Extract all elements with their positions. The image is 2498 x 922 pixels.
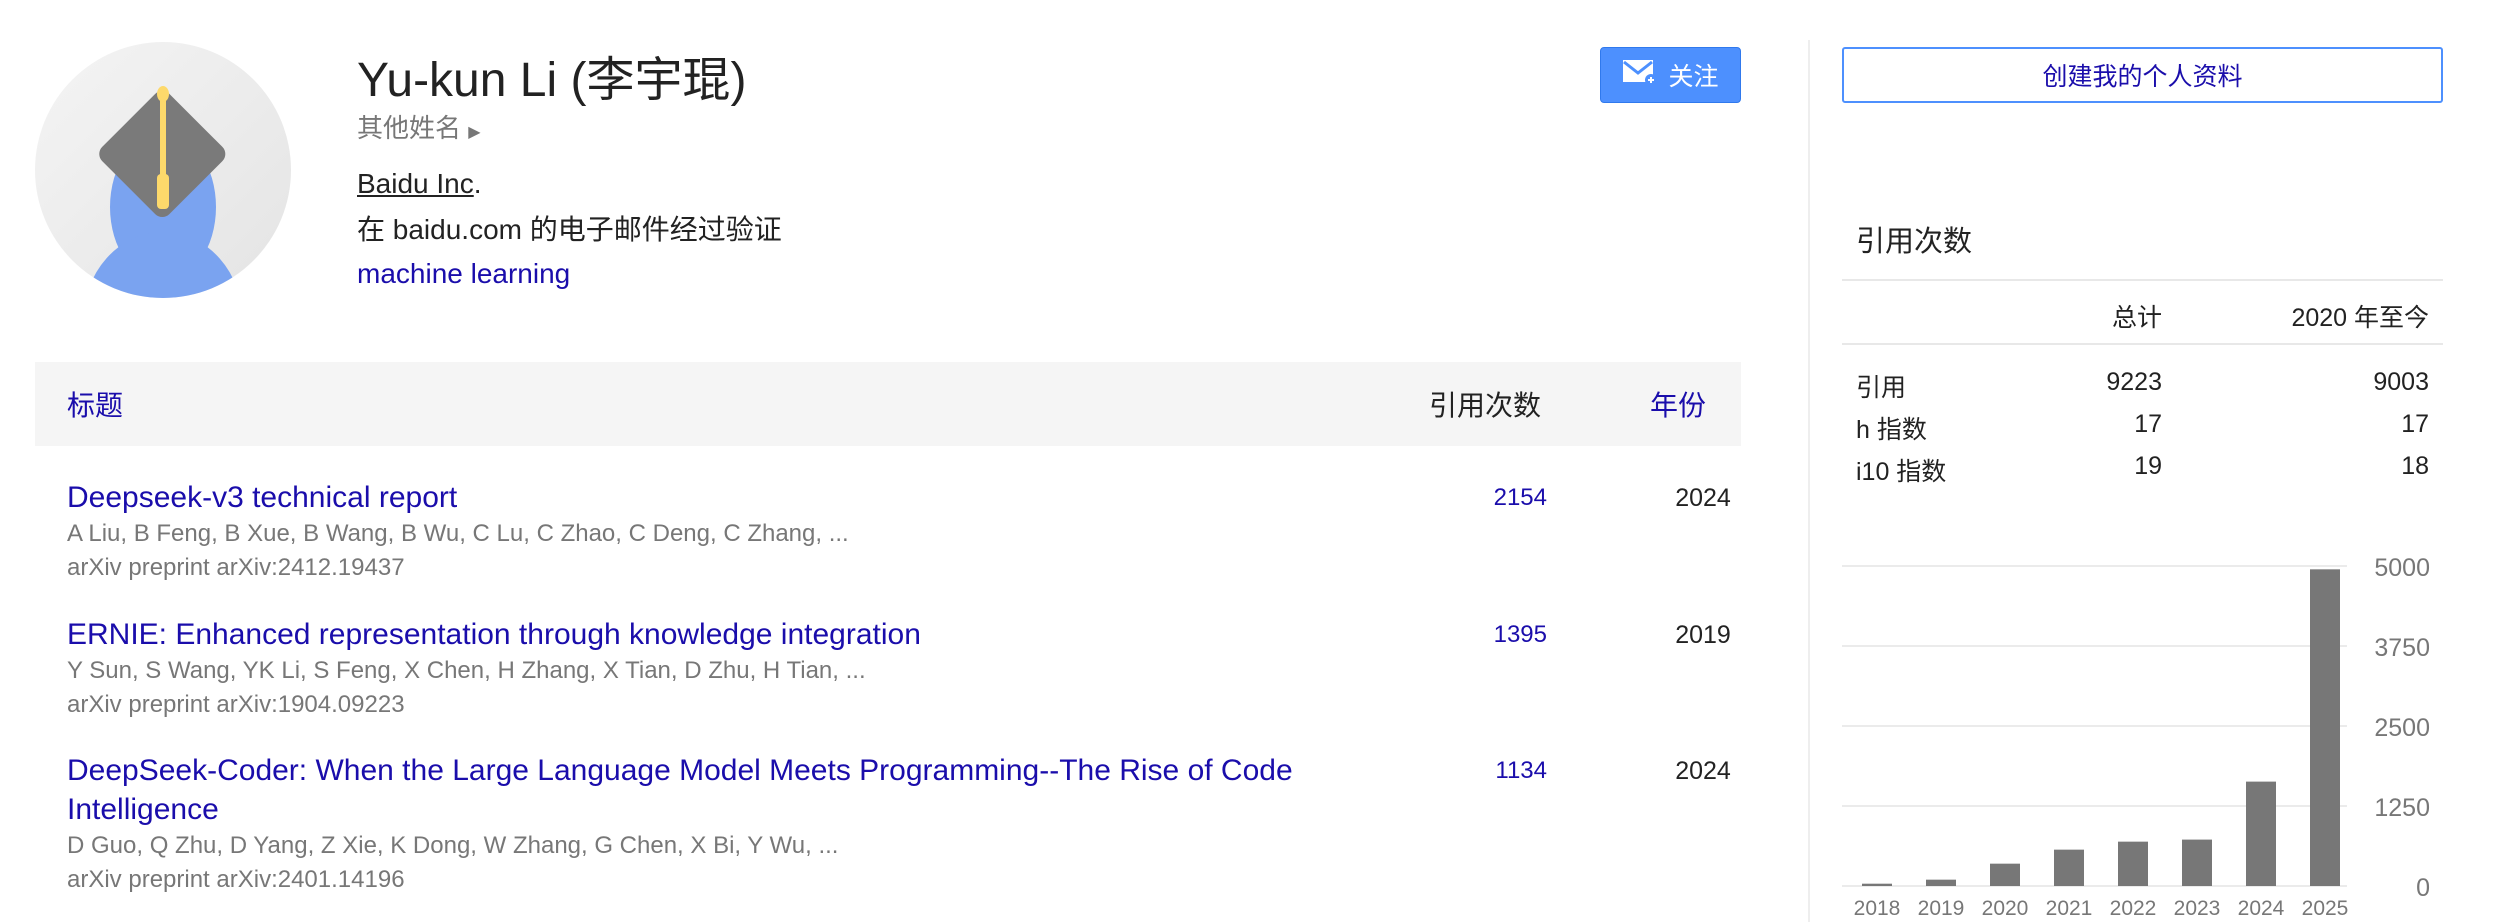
stat-total: 17 — [2134, 410, 2162, 438]
table-header: 标题 引用次数 年份 — [35, 362, 1741, 446]
paper-title-link[interactable]: ERNIE: Enhanced representation through k… — [67, 618, 921, 651]
x-tick-label: 2019 — [1918, 897, 1965, 920]
paper-authors: D Guo, Q Zhu, D Yang, Z Xie, K Dong, W Z… — [67, 832, 839, 859]
table-row: DeepSeek-Coder: When the Large Language … — [67, 751, 1747, 897]
citation-count-link[interactable]: 1134 — [1495, 757, 1547, 784]
x-tick-label: 2022 — [2110, 897, 2157, 920]
affiliation: Baidu Inc. — [357, 168, 482, 200]
sort-by-title[interactable]: 标题 — [67, 390, 124, 421]
create-profile-button[interactable]: 创建我的个人资料 — [1842, 47, 2443, 103]
follow-button[interactable]: 关注 — [1600, 47, 1741, 103]
caret-right-icon: ▶ — [468, 124, 481, 141]
citation-count-link[interactable]: 2154 — [1493, 484, 1547, 511]
stat-label: 引用 — [1856, 374, 1907, 402]
bar-2021 — [2054, 849, 2084, 886]
x-tick-label: 2024 — [2238, 897, 2285, 920]
y-tick-label: 3750 — [2374, 634, 2430, 662]
x-tick-label: 2018 — [1854, 897, 1901, 920]
other-names-toggle[interactable]: 其他姓名 ▶ — [357, 108, 481, 145]
affiliation-link[interactable]: Baidu Inc — [357, 168, 474, 199]
x-tick-label: 2021 — [2046, 897, 2093, 920]
column-divider — [1808, 40, 1810, 922]
paper-authors: A Liu, B Feng, B Xue, B Wang, B Wu, C Lu… — [67, 520, 849, 547]
citation-count-link[interactable]: 1395 — [1493, 621, 1547, 648]
interest-link[interactable]: machine learning — [357, 258, 571, 289]
divider — [1842, 343, 2443, 345]
divider — [1842, 279, 2443, 281]
table-row: ERNIE: Enhanced representation through k… — [67, 615, 1747, 722]
avatar — [35, 42, 291, 298]
affiliation-suffix: . — [473, 168, 482, 199]
stat-total: 19 — [2134, 452, 2162, 480]
y-tick-label: 1250 — [2374, 794, 2430, 822]
bar-2022 — [2118, 841, 2148, 886]
col-since-header: 2020 年至今 — [2291, 304, 2429, 332]
bar-2024 — [2246, 781, 2276, 886]
x-tick-label: 2025 — [2302, 897, 2349, 920]
table-row: Deepseek-v3 technical report A Liu, B Fe… — [67, 478, 1747, 585]
stat-label: h 指数 — [1856, 416, 1927, 444]
paper-title-link[interactable]: DeepSeek-Coder: When the Large Language … — [67, 754, 1293, 826]
other-names-label: 其他姓名 — [357, 113, 462, 143]
stat-total: 9223 — [2106, 368, 2162, 396]
paper-title-link[interactable]: Deepseek-v3 technical report — [67, 481, 458, 514]
paper-venue: arXiv preprint arXiv:1904.09223 — [67, 691, 405, 718]
col-total-header: 总计 — [2111, 304, 2162, 332]
x-tick-label: 2020 — [1982, 897, 2029, 920]
paper-venue: arXiv preprint arXiv:2412.19437 — [67, 554, 405, 581]
sort-by-year[interactable]: 年份 — [1650, 390, 1707, 421]
paper-authors: Y Sun, S Wang, YK Li, S Feng, X Chen, H … — [67, 657, 866, 684]
scholar-avatar-icon — [85, 86, 241, 298]
paper-venue: arXiv preprint arXiv:2401.14196 — [67, 866, 405, 893]
bar-2019 — [1926, 879, 1956, 886]
stats-title: 引用次数 — [1856, 226, 1973, 258]
stat-label: i10 指数 — [1856, 458, 1947, 486]
bar-2020 — [1990, 863, 2020, 886]
cited-by-header[interactable]: 引用次数 — [1429, 390, 1542, 421]
bar-2023 — [2182, 839, 2212, 886]
paper-year: 2019 — [1675, 621, 1731, 649]
y-tick-label: 0 — [2416, 874, 2430, 902]
follow-label: 关注 — [1668, 63, 1719, 91]
stat-since: 17 — [2401, 410, 2429, 438]
bar-2018 — [1862, 883, 1892, 886]
mail-icon — [1622, 58, 1658, 93]
bar-2025 — [2310, 569, 2340, 886]
citations-bar-chart: 0 1250 2500 3750 5000 2018 2019 2020 2021 2022 202… — [1842, 554, 2430, 920]
stat-since: 9003 — [2373, 368, 2429, 396]
profile-name: Yu-kun Li (李宇琨) — [357, 54, 747, 107]
x-tick-label: 2023 — [2174, 897, 2221, 920]
email-verified: 在 baidu.com 的电子邮件经过验证 — [357, 214, 782, 245]
stat-since: 18 — [2401, 452, 2429, 480]
y-tick-label: 2500 — [2374, 714, 2430, 742]
y-tick-label: 5000 — [2374, 554, 2430, 582]
paper-year: 2024 — [1675, 757, 1731, 785]
paper-year: 2024 — [1675, 484, 1731, 512]
